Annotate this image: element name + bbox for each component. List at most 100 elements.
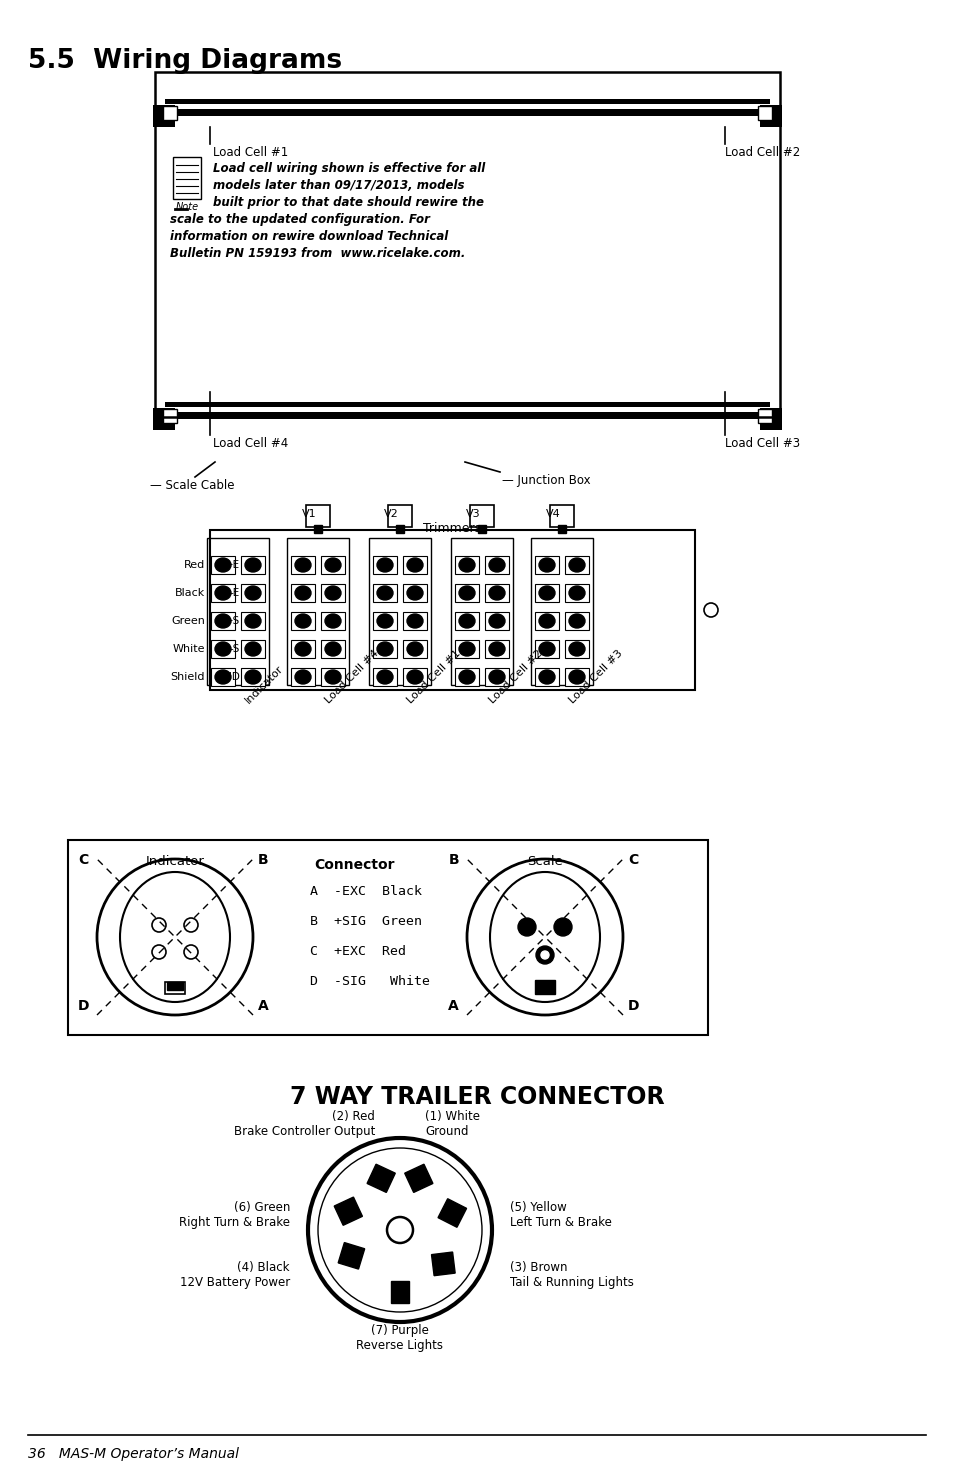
Text: Load Cell #3: Load Cell #3 [566, 648, 623, 705]
Text: Load Cell #1: Load Cell #1 [213, 146, 288, 159]
Text: Shield: Shield [171, 673, 205, 681]
Ellipse shape [458, 614, 475, 628]
Text: (1) White
Ground: (1) White Ground [424, 1111, 479, 1139]
Ellipse shape [245, 642, 261, 656]
Text: GND: GND [216, 673, 240, 681]
Ellipse shape [489, 670, 504, 684]
Bar [314, 525, 322, 532]
Ellipse shape [538, 670, 555, 684]
Text: C: C [79, 853, 89, 867]
Text: information on rewire download Technical: information on rewire download Technical [170, 230, 448, 243]
Bar [320, 668, 345, 686]
Ellipse shape [376, 642, 393, 656]
Circle shape [540, 951, 548, 959]
Bar [550, 504, 574, 527]
Circle shape [152, 917, 166, 932]
Bar [163, 409, 177, 423]
Bar [402, 584, 427, 602]
Bar [165, 982, 185, 994]
Bar [373, 668, 396, 686]
Bar [760, 409, 781, 431]
Ellipse shape [376, 586, 393, 600]
Bar [402, 612, 427, 630]
Bar [535, 556, 558, 574]
Ellipse shape [458, 558, 475, 572]
Bar [484, 556, 509, 574]
Bar [564, 584, 588, 602]
Text: V4: V4 [545, 509, 560, 519]
Bar [320, 612, 345, 630]
Circle shape [184, 917, 198, 932]
Ellipse shape [489, 642, 504, 656]
Bar [211, 668, 234, 686]
Polygon shape [338, 1242, 364, 1268]
Bar [402, 556, 427, 574]
Bar [373, 640, 396, 658]
Text: (5) Yellow
Left Turn & Brake: (5) Yellow Left Turn & Brake [510, 1201, 611, 1229]
Text: V1: V1 [302, 509, 316, 519]
Bar [535, 979, 555, 994]
Polygon shape [367, 1164, 395, 1192]
Bar [388, 504, 412, 527]
Bar [291, 584, 314, 602]
Bar [531, 538, 593, 684]
Bar [152, 105, 174, 127]
Ellipse shape [214, 670, 231, 684]
Bar [211, 640, 234, 658]
Bar [154, 111, 780, 117]
Bar [291, 612, 314, 630]
Ellipse shape [568, 558, 584, 572]
Bar [451, 538, 513, 684]
Ellipse shape [458, 586, 475, 600]
Bar [402, 668, 427, 686]
Bar [154, 72, 780, 417]
Bar [477, 525, 485, 532]
Bar [564, 612, 588, 630]
Ellipse shape [458, 670, 475, 684]
Text: Red: Red [184, 560, 205, 569]
Ellipse shape [325, 558, 340, 572]
Ellipse shape [568, 614, 584, 628]
Circle shape [554, 917, 572, 937]
Text: -S: -S [230, 645, 240, 653]
Text: scale to the updated configuration. For: scale to the updated configuration. For [170, 212, 430, 226]
Bar [210, 530, 695, 690]
Text: C: C [627, 853, 638, 867]
Ellipse shape [214, 586, 231, 600]
Ellipse shape [294, 614, 311, 628]
Text: 7 WAY TRAILER CONNECTOR: 7 WAY TRAILER CONNECTOR [290, 1086, 663, 1109]
Text: 36   MAS-M Operator’s Manual: 36 MAS-M Operator’s Manual [28, 1447, 239, 1462]
Text: Load cell wiring shown is effective for all: Load cell wiring shown is effective for … [213, 162, 485, 176]
Ellipse shape [214, 642, 231, 656]
Bar [535, 612, 558, 630]
Bar [211, 612, 234, 630]
Text: built prior to that date should rewire the: built prior to that date should rewire t… [213, 196, 483, 209]
Text: -E: -E [230, 589, 240, 597]
Circle shape [536, 945, 554, 965]
Ellipse shape [407, 586, 422, 600]
Bar [291, 668, 314, 686]
Ellipse shape [568, 642, 584, 656]
Ellipse shape [294, 586, 311, 600]
Bar [241, 584, 265, 602]
Ellipse shape [538, 642, 555, 656]
Ellipse shape [294, 558, 311, 572]
Bar [758, 106, 771, 119]
Text: Bulletin PN 159193 from  www.ricelake.com.: Bulletin PN 159193 from www.ricelake.com… [170, 246, 465, 260]
Circle shape [517, 917, 536, 937]
Bar [373, 612, 396, 630]
Text: Indicator: Indicator [243, 664, 285, 705]
Ellipse shape [376, 614, 393, 628]
Bar [165, 412, 769, 417]
Ellipse shape [407, 614, 422, 628]
Bar [369, 538, 431, 684]
Bar [287, 538, 349, 684]
Bar [152, 409, 174, 431]
Ellipse shape [568, 670, 584, 684]
Bar [484, 612, 509, 630]
Bar [163, 106, 177, 119]
Ellipse shape [245, 614, 261, 628]
Ellipse shape [245, 670, 261, 684]
Polygon shape [404, 1164, 433, 1192]
Text: C  +EXC  Red: C +EXC Red [310, 945, 406, 957]
